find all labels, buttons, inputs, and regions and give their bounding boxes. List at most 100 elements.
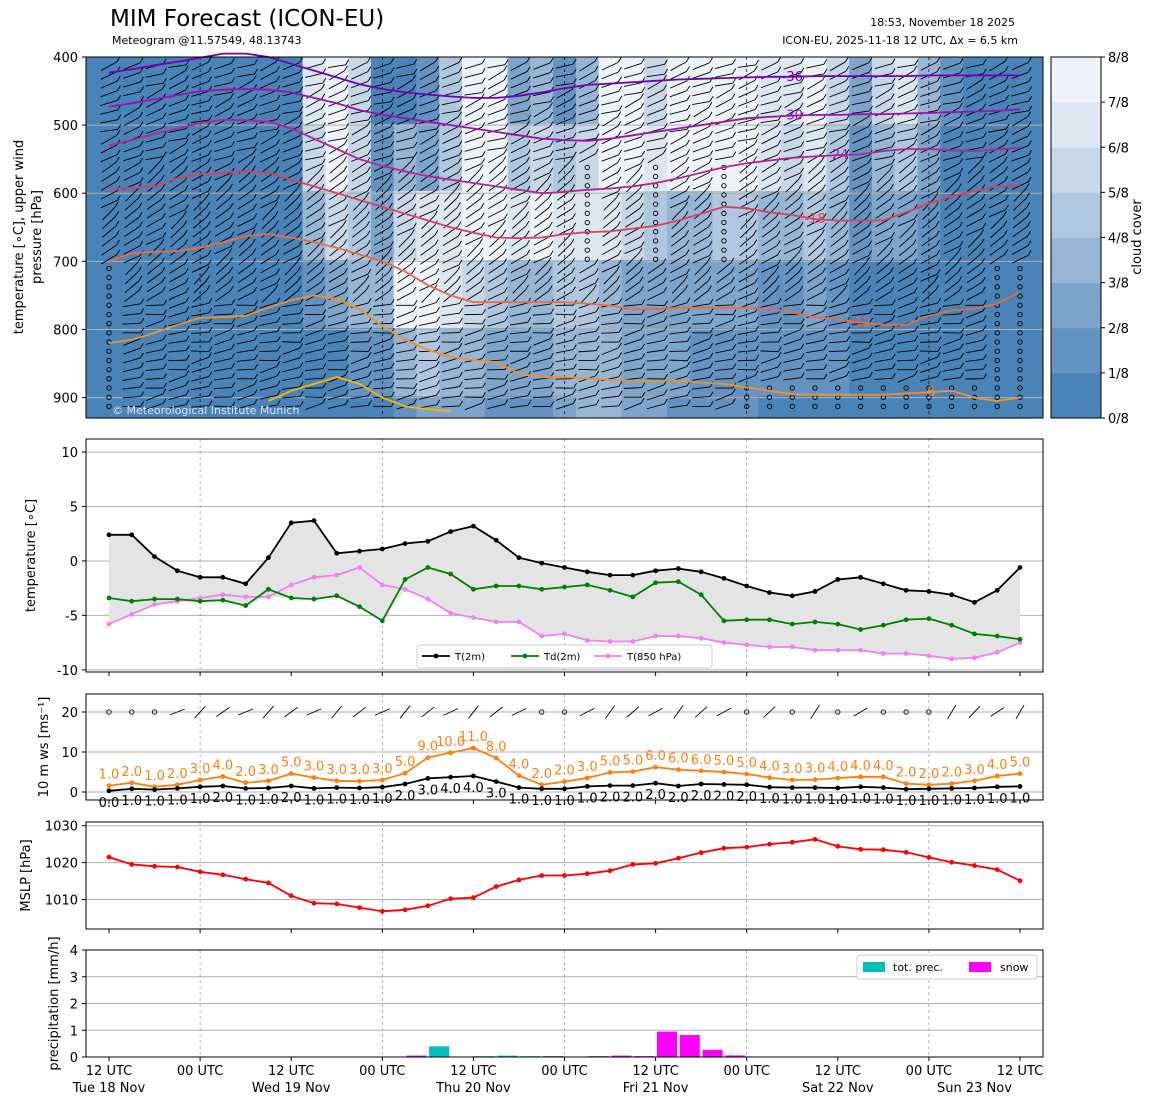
wind-barb-flag — [709, 317, 714, 324]
cloud-cell — [826, 260, 850, 329]
wind-barb-flag — [914, 345, 919, 351]
wind-barb — [1012, 207, 1028, 220]
wind-barb — [920, 190, 938, 200]
wind-barb — [509, 331, 528, 335]
wind-barb — [738, 99, 756, 107]
wind-barb — [327, 137, 346, 142]
wind-barb-flag — [116, 176, 121, 182]
cloud-panel: -36-30-24-18-12-6© Meteorological Instit… — [12, 51, 1145, 427]
wind-barb-flag — [709, 86, 714, 92]
wind-barb-flag — [1005, 94, 1010, 101]
mslp-point — [379, 908, 385, 914]
wind-barb — [169, 244, 185, 256]
wind-barb-flag — [185, 370, 190, 376]
wind-barb-flag — [388, 174, 392, 180]
wind-barb-flag — [890, 93, 895, 99]
wind-barb — [488, 243, 504, 257]
wind-barb-flag — [277, 336, 281, 342]
wind-barb-flag — [640, 112, 645, 118]
wind-barb-flag — [436, 335, 441, 342]
wind-barb-flag — [457, 157, 462, 163]
wind-barb-flag — [731, 276, 735, 283]
wind-barb-flag — [731, 112, 736, 119]
wind-barb-flag — [275, 239, 280, 246]
wind-barb-flag — [1026, 221, 1031, 227]
wind-barb — [965, 127, 984, 134]
cloud-cell — [894, 328, 919, 397]
wind-barb-flag — [412, 74, 417, 81]
mslp-point — [425, 903, 431, 909]
wind-barb — [942, 357, 961, 364]
t2m-point — [493, 537, 499, 543]
gust-data-label: 4.0 — [827, 760, 848, 775]
wind-barb-flag — [663, 286, 668, 293]
wind-barb-flag — [436, 326, 441, 332]
wind-barb — [1011, 145, 1029, 153]
wind-barb-flag — [161, 276, 166, 283]
cloud-cell — [666, 191, 691, 261]
wind-barb — [669, 404, 688, 409]
wind-barb-flag — [207, 57, 212, 63]
wind-barb-flag — [959, 121, 964, 128]
snow-bar — [702, 1049, 723, 1057]
wind-barb — [373, 172, 391, 181]
cloud-cell — [188, 260, 213, 329]
wind-barb-flag — [913, 138, 918, 145]
td2m-point — [903, 617, 909, 623]
wind-barb — [693, 236, 710, 246]
calm-wind-mark — [994, 284, 1000, 290]
wind-barb-flag — [481, 158, 486, 164]
wind-barb-flag — [390, 57, 395, 64]
wind-barb — [623, 304, 642, 307]
mslp-point — [767, 841, 772, 847]
wind-barb — [214, 172, 232, 181]
wind-barb — [282, 91, 301, 97]
wind-barb-flag — [889, 174, 894, 180]
wind-barb-flag — [889, 257, 894, 263]
calm-wind-mark — [994, 366, 1000, 373]
gust-data-label: 2.0 — [235, 765, 256, 780]
cloud-cell — [621, 57, 645, 125]
wind-barb — [327, 128, 346, 134]
wind-barb-flag — [663, 74, 667, 81]
wind-barb — [329, 234, 344, 248]
isotherm-line — [108, 233, 1021, 326]
wind-barb — [307, 243, 321, 257]
wind-barb — [829, 375, 847, 383]
wind-barb-flag — [960, 327, 965, 334]
wind-barb-flag — [639, 276, 644, 282]
wind-barb — [282, 405, 301, 408]
wind-barb — [988, 128, 1007, 133]
wind-barb — [282, 62, 300, 71]
isotherm-line — [108, 88, 1021, 142]
wind-barb — [761, 171, 778, 182]
cloud-cell — [211, 260, 235, 329]
wind-barb — [465, 217, 482, 228]
wind-barb-flag — [481, 87, 486, 93]
wind-barb-flag — [638, 174, 643, 180]
td2m-point — [675, 579, 681, 585]
wind-barb-flag — [139, 157, 144, 164]
y-tick-label: 0 — [70, 555, 78, 570]
cloud-cell — [416, 328, 440, 397]
wind-barb-flag — [549, 157, 554, 164]
wind-barb-flag — [482, 318, 486, 325]
wind-barb-flag — [821, 155, 825, 162]
wind-barb — [147, 262, 162, 275]
wind-barb — [853, 271, 868, 285]
wind-barb-flag — [322, 372, 327, 379]
wind-barb — [624, 97, 641, 108]
wind-barb-flag — [458, 342, 463, 349]
wind-barb-flag — [435, 258, 440, 265]
wind-barb-flag — [390, 150, 395, 157]
wind-barb — [556, 272, 573, 284]
y-axis-label: pressure [hPa] — [30, 190, 45, 284]
wind-barb — [874, 339, 893, 345]
wind-barb — [692, 81, 710, 88]
gust-point — [106, 783, 112, 788]
wind-barb-flag — [436, 380, 440, 386]
wind-barb — [694, 271, 709, 285]
wind-barb-flag — [914, 325, 919, 332]
wind-barb — [146, 217, 163, 228]
wind-barb-flag — [390, 77, 395, 83]
